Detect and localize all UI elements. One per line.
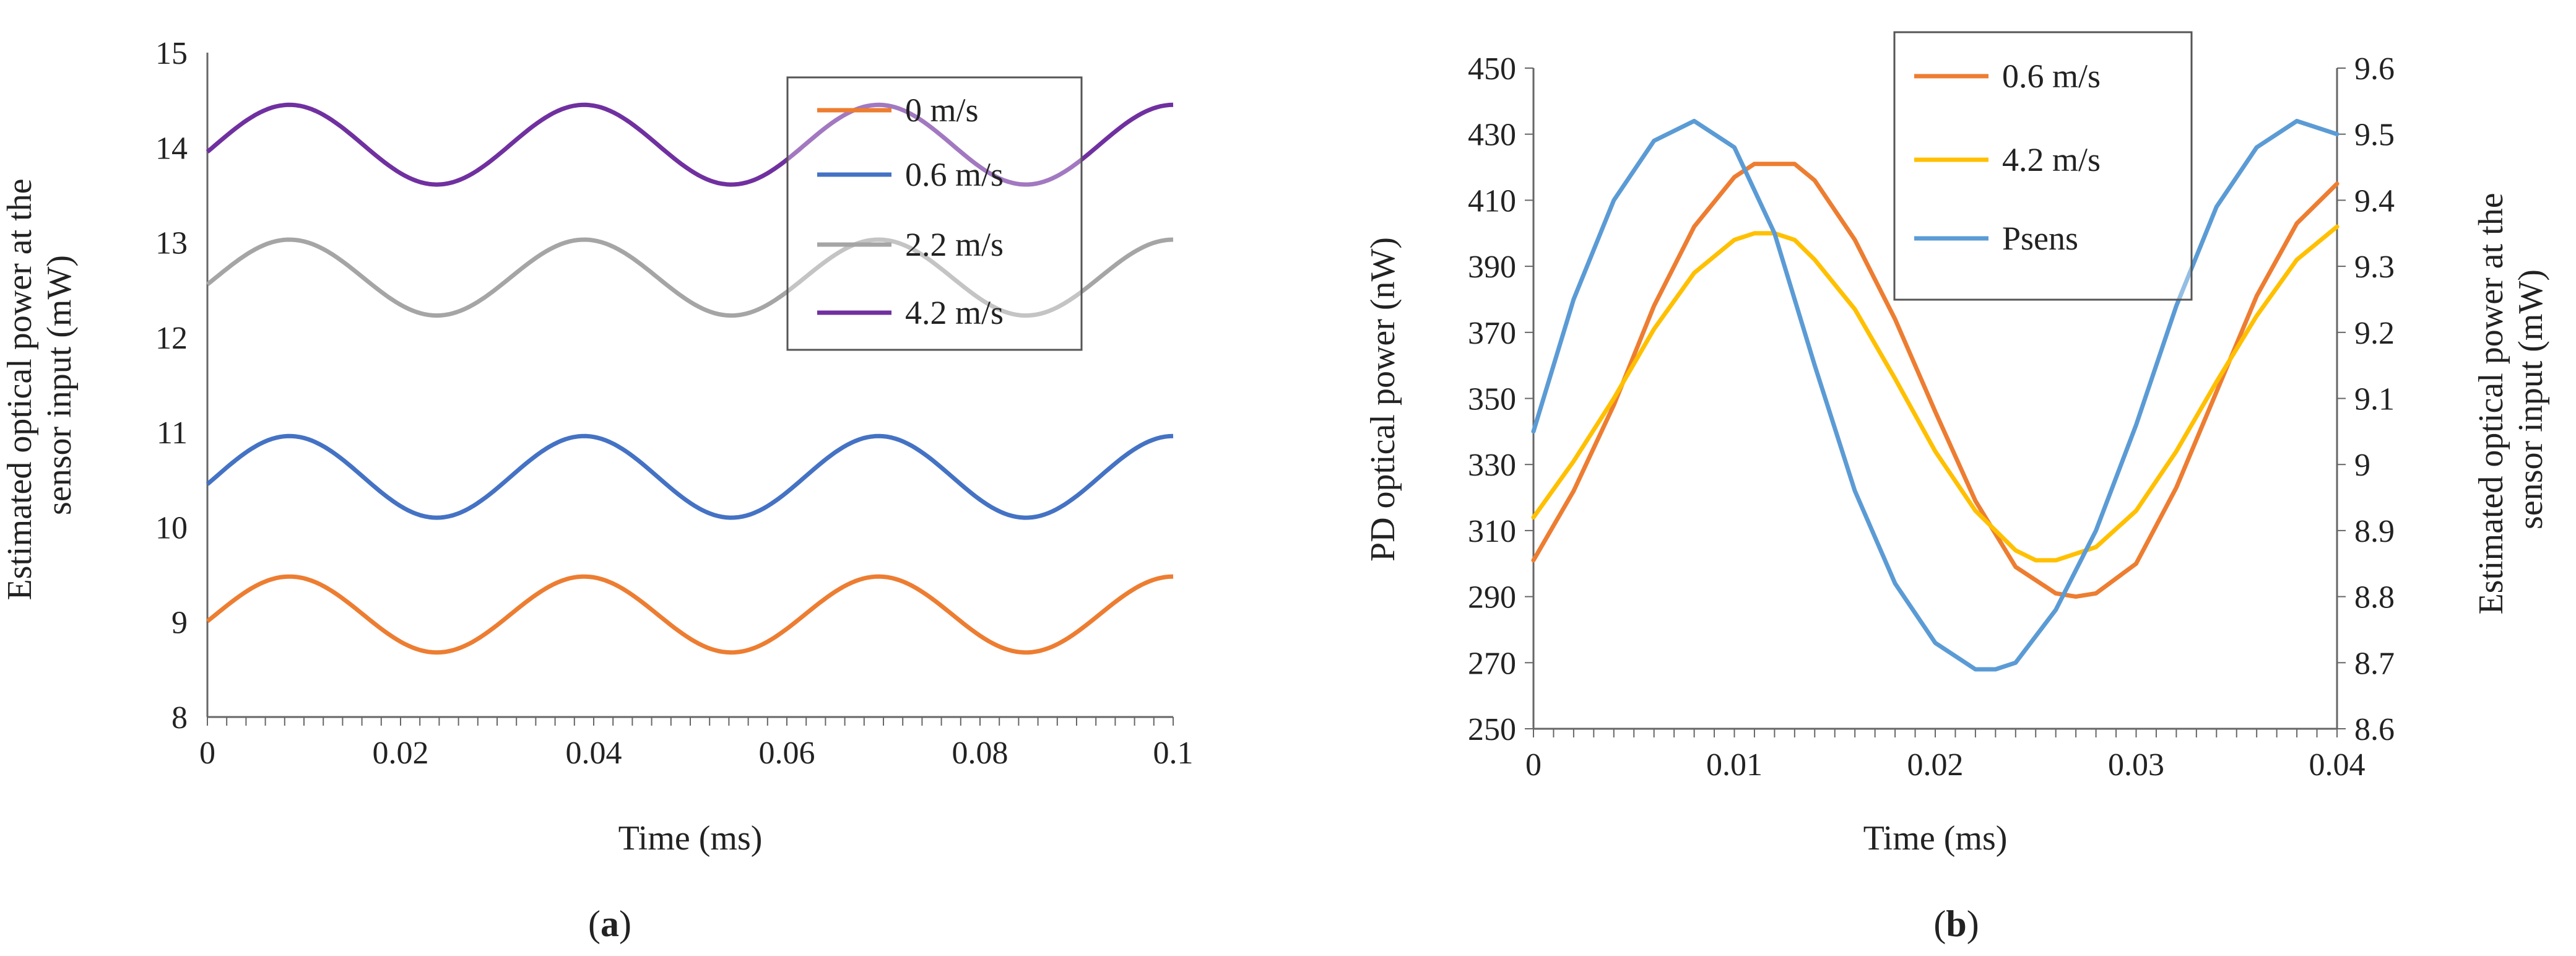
plot-a-x-tick-label: 0.04 [566, 736, 622, 771]
plot-a-series-line-2 [206, 237, 1174, 318]
legend-a-label-2: 2.2 m/s [905, 226, 1004, 263]
plot-b-x-tick-label: 0.01 [1706, 747, 1763, 783]
plot-b-y-tick-label: 330 [1468, 448, 1516, 483]
legend-b-label-1: 4.2 m/s [2002, 141, 2101, 178]
plot-a-y-tick-label: 14 [155, 131, 188, 166]
plot-a-x-tick-label: 0.06 [759, 736, 815, 771]
plot-a-y-tick-label: 8 [171, 700, 188, 736]
plot-b-x-tick-label: 0.03 [2108, 747, 2164, 783]
plot-b-x-tick-marks [1525, 67, 2346, 737]
plot-b-x-tick-label: 0 [1525, 747, 1542, 783]
panel-b-chart: 0 0.01 0.02 0.03 0.04 250 270 290 310 330 350 370 39… [1364, 31, 2550, 944]
plot-a-y-tick-label: 15 [155, 36, 188, 71]
plot-b-x-tick-label: 0.02 [1907, 747, 1964, 783]
legend-a-label-0: 0 m/s [905, 92, 979, 129]
plot-b-y2-axis-label: Estimated optical power at the sensor in… [2472, 184, 2550, 614]
plot-b-y2-tick-label: 8.8 [2354, 580, 2395, 615]
plot-b-y2-tick-label: 9 [2354, 448, 2370, 483]
plot-a-y-axis-label: Estimated optical power at the sensor in… [1, 170, 79, 600]
panel-a-chart: 0 0.02 0.04 0.06 0.08 0.1 8 9 10 11 12 13 14 15 Time … [1, 36, 1194, 944]
plot-a-series-line-0 [206, 574, 1174, 655]
plot-b-tick-labels: 0 0.01 0.02 0.03 0.04 250 270 290 310 330 350 370 39… [1468, 51, 2395, 783]
plot-a-x-tick-label: 0 [199, 736, 215, 771]
plot-b-y2-tick-label: 9.5 [2354, 118, 2395, 153]
plot-b-series-lines [1531, 118, 2340, 672]
plot-a-legend: 0 m/s 0.6 m/s 2.2 m/s 4.2 m/s [786, 76, 1083, 351]
legend-b-label-0: 0.6 m/s [2002, 58, 2101, 95]
plot-a-series-line-3 [206, 102, 1174, 187]
plot-b-y-tick-label: 310 [1468, 514, 1516, 549]
plot-b-y2-tick-label: 9.4 [2354, 183, 2395, 219]
plot-b-series-line-1 [1531, 224, 2340, 563]
plot-b-y-axis-label: PD optical power (nW) [1364, 237, 1402, 562]
plot-a-x-tick-label: 0.02 [373, 736, 429, 771]
plot-a-series-line-1 [206, 433, 1174, 520]
plot-b-x-axis-label: Time (ms) [1863, 819, 2008, 858]
plot-a-y-tick-label: 11 [157, 415, 188, 451]
plot-b-y-tick-label: 450 [1468, 51, 1516, 87]
plot-b-y-tick-label: 270 [1468, 646, 1516, 681]
plot-a-y-tick-label: 10 [155, 510, 188, 545]
plot-a-y-tick-label: 12 [155, 321, 188, 356]
plot-a-legend-box [786, 76, 1083, 351]
plot-b-y2-tick-label: 9.3 [2354, 250, 2395, 285]
plot-b-y2-tick-label: 9.2 [2354, 316, 2395, 351]
plot-a-tick-labels: 0 0.02 0.04 0.06 0.08 0.1 8 9 10 11 12 13 14 15 [155, 36, 1194, 771]
plot-b-y-tick-label: 430 [1468, 118, 1516, 153]
plot-a-x-tick-label: 0.08 [952, 736, 1008, 771]
plot-b-y-tick-label: 250 [1468, 712, 1516, 747]
plot-b-y2-tick-label: 8.7 [2354, 646, 2395, 681]
plot-a-y-tick-label: 13 [155, 226, 188, 261]
plot-b-x-tick-label: 0.04 [2309, 747, 2366, 783]
plot-b-y-tick-label: 350 [1468, 382, 1516, 417]
plot-a-x-tick-label: 0.1 [1153, 736, 1194, 771]
plot-b-y2-tick-label: 9.1 [2354, 382, 2395, 417]
plot-a-x-tick-marks [207, 717, 1174, 726]
panel-b-caption: (b) [1933, 903, 1979, 944]
plot-b-y-tick-label: 370 [1468, 316, 1516, 351]
panel-a-caption: (a) [588, 903, 631, 944]
legend-a-label-1: 0.6 m/s [905, 156, 1004, 193]
plot-b-y-tick-label: 290 [1468, 580, 1516, 615]
plot-b-series-line-0 [1531, 162, 2340, 599]
plot-b-series-line-2 [1531, 118, 2340, 672]
plot-b-y2-tick-label: 8.6 [2354, 712, 2395, 747]
legend-b-label-2: Psens [2002, 220, 2078, 257]
plot-b-y2-tick-label: 9.6 [2354, 51, 2395, 87]
plot-b-y2-tick-label: 8.9 [2354, 514, 2395, 549]
plot-b-y-tick-label: 390 [1468, 250, 1516, 285]
plot-a-y-tick-label: 9 [171, 606, 188, 641]
plot-a-series-lines [206, 102, 1174, 655]
legend-a-label-3: 4.2 m/s [905, 294, 1004, 331]
plot-a-x-axis-label: Time (ms) [618, 819, 763, 858]
plot-b-legend: 0.6 m/s 4.2 m/s Psens [1893, 31, 2193, 301]
plot-b-y-tick-label: 410 [1468, 183, 1516, 219]
